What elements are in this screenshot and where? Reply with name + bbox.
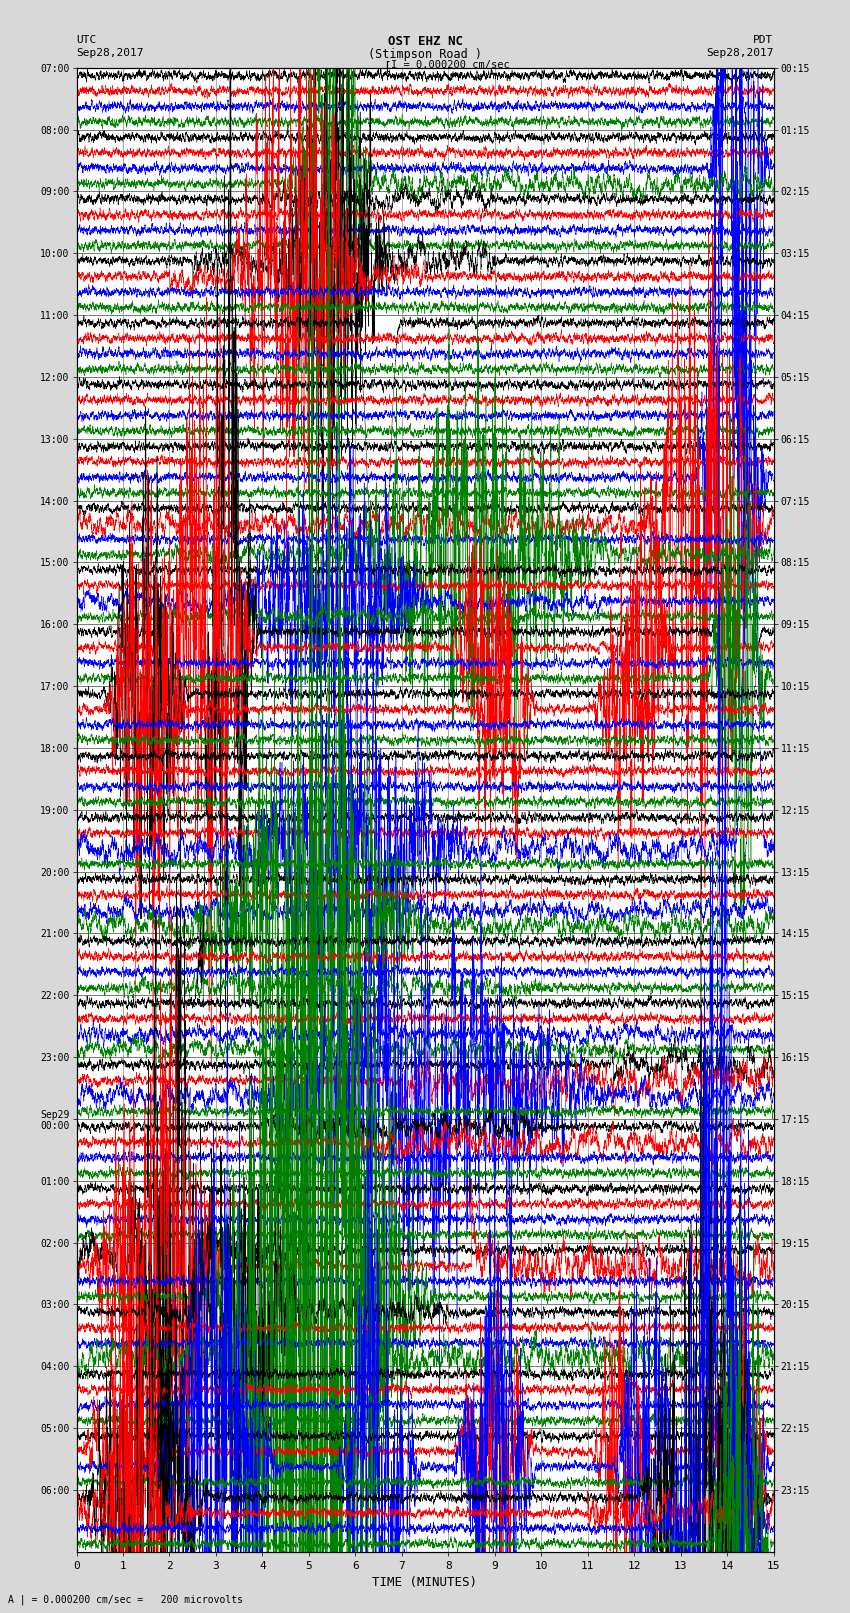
X-axis label: TIME (MINUTES): TIME (MINUTES): [372, 1576, 478, 1589]
Text: OST EHZ NC: OST EHZ NC: [388, 35, 462, 48]
Text: A | = 0.000200 cm/sec =   200 microvolts: A | = 0.000200 cm/sec = 200 microvolts: [8, 1594, 243, 1605]
Text: Sep28,2017: Sep28,2017: [76, 48, 144, 58]
Text: [: [: [383, 60, 390, 73]
Text: UTC: UTC: [76, 35, 97, 45]
Text: PDT: PDT: [753, 35, 774, 45]
Text: I = 0.000200 cm/sec: I = 0.000200 cm/sec: [391, 60, 510, 69]
Text: Sep28,2017: Sep28,2017: [706, 48, 774, 58]
Text: (Stimpson Road ): (Stimpson Road ): [368, 48, 482, 61]
